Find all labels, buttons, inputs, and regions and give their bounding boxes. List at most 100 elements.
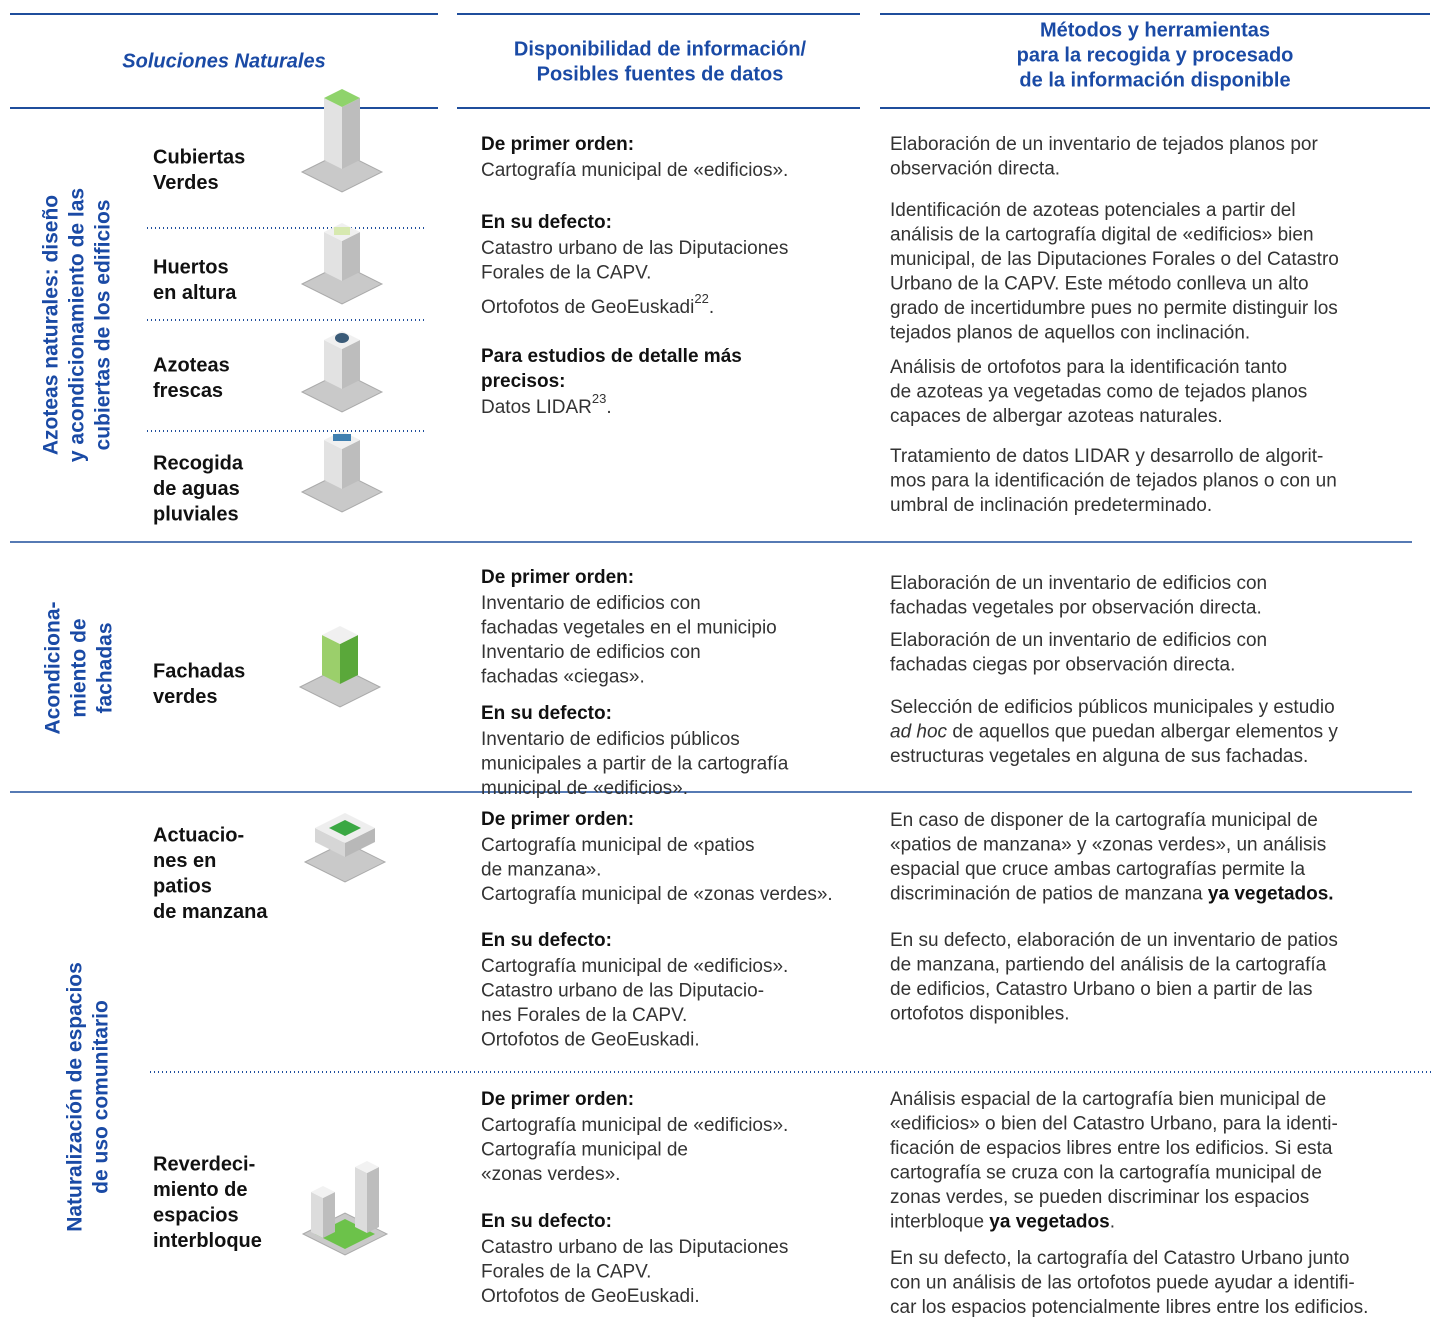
icon-detail bbox=[335, 333, 349, 343]
icon-side bbox=[342, 440, 360, 489]
source-line: nes Forales de la CAPV. bbox=[481, 1005, 687, 1026]
icon-side bbox=[322, 635, 340, 684]
source-line: Cartografía municipal de «edificios». bbox=[481, 160, 788, 181]
source-heading: De primer orden: bbox=[481, 134, 634, 155]
column-header: de la información disponible bbox=[1019, 69, 1290, 91]
source-heading: Para estudios de detalle más bbox=[481, 346, 742, 367]
group-label: Azoteas naturales: diseño bbox=[40, 195, 63, 455]
building-icon bbox=[301, 1161, 389, 1256]
method-line: ortofotos disponibles. bbox=[890, 1004, 1070, 1025]
source-heading: En su defecto: bbox=[481, 1211, 612, 1232]
column-header: Disponibilidad de información/ bbox=[514, 38, 807, 60]
building-icon bbox=[300, 223, 384, 305]
icon-side bbox=[324, 340, 342, 389]
method-line: umbral de inclinación predeterminado. bbox=[890, 495, 1212, 516]
icon-top bbox=[324, 89, 360, 107]
source-line: fachadas «ciegas». bbox=[481, 667, 645, 688]
method-line: ad hoc de aquellos que puedan albergar e… bbox=[890, 722, 1338, 743]
source-line: Cartografía municipal de «zonas verdes». bbox=[481, 884, 833, 905]
text-run: 23 bbox=[592, 391, 606, 406]
text-run: de aquellos que puedan albergar elemento… bbox=[947, 722, 1338, 743]
icon-side bbox=[342, 232, 360, 281]
method-line: mos para la identificación de tejados pl… bbox=[890, 471, 1337, 492]
building-icon bbox=[300, 89, 384, 193]
method-line: fachadas vegetales por observación direc… bbox=[890, 598, 1262, 619]
method-line: Selección de edificios públicos municipa… bbox=[890, 697, 1335, 718]
method-line: de manzana, partiendo del análisis de la… bbox=[890, 955, 1327, 976]
column-header: Métodos y herramientas bbox=[1040, 19, 1270, 41]
group-label: Naturalización de espacios bbox=[64, 962, 87, 1232]
method-line: interbloque ya vegetados. bbox=[890, 1212, 1115, 1233]
source-heading: De primer orden: bbox=[481, 809, 634, 830]
source-line: «zonas verdes». bbox=[481, 1164, 620, 1185]
group-label: y acondicionamiento de las bbox=[66, 188, 89, 462]
source-line: fachadas vegetales en el municipio bbox=[481, 618, 777, 639]
text-run: 22 bbox=[694, 291, 708, 306]
item-name: Cubiertas bbox=[153, 146, 245, 168]
method-line: análisis de la cartografía digital de «e… bbox=[890, 225, 1314, 246]
icon-side bbox=[323, 1192, 335, 1238]
method-line: de azoteas ya vegetadas como de tejados … bbox=[890, 382, 1307, 403]
icon-side bbox=[342, 98, 360, 169]
source-line: Forales de la CAPV. bbox=[481, 263, 651, 284]
icon-top bbox=[355, 1161, 379, 1173]
source-line: Ortofotos de GeoEuskadi22. bbox=[481, 291, 714, 318]
item-name: miento de bbox=[153, 1179, 247, 1201]
text-run: discriminación de patios de manzana bbox=[890, 884, 1208, 905]
icon-side bbox=[324, 440, 342, 489]
method-line: «edificios» o bien del Catastro Urbano, … bbox=[890, 1114, 1338, 1135]
text-run: Ortofotos de GeoEuskadi bbox=[481, 297, 694, 318]
item-name: interbloque bbox=[153, 1230, 262, 1252]
source-heading: En su defecto: bbox=[481, 703, 612, 724]
item-name: de manzana bbox=[153, 901, 268, 923]
icon-side bbox=[342, 340, 360, 389]
method-line: capaces de albergar azoteas naturales. bbox=[890, 406, 1223, 427]
method-line: fachadas ciegas por observación directa. bbox=[890, 655, 1235, 676]
item-name: Recogida bbox=[153, 452, 244, 474]
source-line: Cartografía municipal de «edificios». bbox=[481, 956, 788, 977]
building-icon bbox=[298, 626, 382, 708]
group-label: miento de bbox=[68, 618, 91, 717]
icon-detail bbox=[333, 434, 351, 441]
group-label: Acondiciona- bbox=[42, 601, 65, 734]
method-line: estructuras vegetales en alguna de sus f… bbox=[890, 746, 1308, 767]
method-line: observación directa. bbox=[890, 159, 1060, 180]
source-line: Inventario de edificios públicos bbox=[481, 729, 740, 750]
icon-side bbox=[345, 828, 375, 857]
source-heading: precisos: bbox=[481, 371, 565, 392]
method-line: Urbano de la CAPV. Este método conlleva … bbox=[890, 274, 1309, 295]
method-line: discriminación de patios de manzana ya v… bbox=[890, 884, 1334, 905]
group-label: fachadas bbox=[94, 622, 117, 713]
item-name: verdes bbox=[153, 686, 218, 708]
method-line: de edificios, Catastro Urbano o bien a p… bbox=[890, 979, 1312, 1000]
method-line: En su defecto, la cartografía del Catast… bbox=[890, 1248, 1349, 1269]
source-heading: De primer orden: bbox=[481, 1089, 634, 1110]
method-line: Análisis de ortofotos para la identifica… bbox=[890, 357, 1287, 378]
item-name: Huertos bbox=[153, 256, 229, 278]
source-line: Ortofotos de GeoEuskadi. bbox=[481, 1030, 700, 1051]
icon-side bbox=[340, 635, 358, 684]
method-line: tejados planos de aquellos con inclinaci… bbox=[890, 323, 1250, 344]
icon-top bbox=[322, 626, 358, 644]
method-line: En caso de disponer de la cartografía mu… bbox=[890, 810, 1318, 831]
method-line: espacial que cruce ambas cartografías pe… bbox=[890, 859, 1305, 880]
text-run: ya vegetados bbox=[989, 1212, 1109, 1233]
method-line: Elaboración de un inventario de tejados … bbox=[890, 134, 1318, 155]
source-line: Cartografía municipal de «edificios». bbox=[481, 1115, 788, 1136]
source-line: municipal de «edificios». bbox=[481, 778, 688, 799]
item-name: Azoteas bbox=[153, 354, 230, 376]
source-line: de manzana». bbox=[481, 860, 601, 881]
source-line: Cartografía municipal de bbox=[481, 1140, 688, 1161]
item-name: Fachadas bbox=[153, 660, 245, 682]
source-heading: De primer orden: bbox=[481, 567, 634, 588]
method-line: zonas verdes, se pueden discriminar los … bbox=[890, 1187, 1309, 1208]
icon-side bbox=[311, 1192, 323, 1238]
source-line: Catastro urbano de las Diputacio- bbox=[481, 981, 764, 1002]
source-line: Inventario de edificios con bbox=[481, 642, 701, 663]
text-run: . bbox=[1110, 1212, 1115, 1233]
method-line: En su defecto, elaboración de un inventa… bbox=[890, 930, 1338, 951]
item-name: frescas bbox=[153, 380, 223, 402]
item-name: espacios bbox=[153, 1204, 239, 1226]
source-line: Catastro urbano de las Diputaciones bbox=[481, 238, 788, 259]
